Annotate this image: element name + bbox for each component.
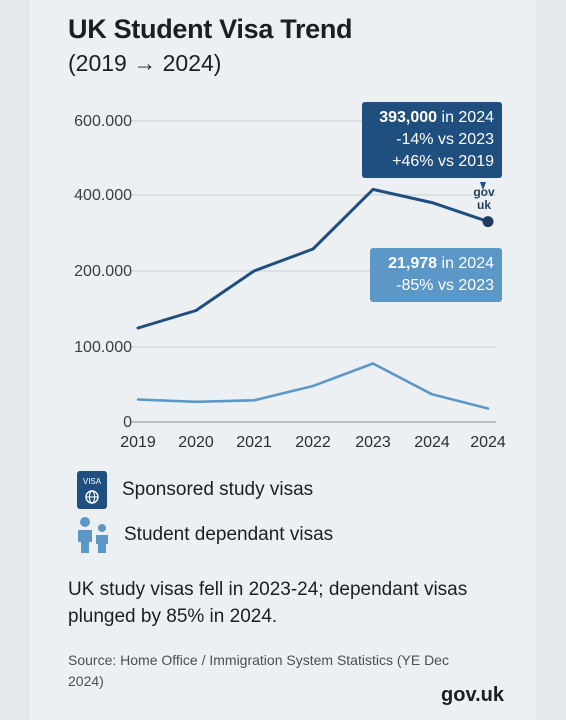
- legend-item-dependant: Student dependant visas: [76, 516, 333, 554]
- callout-dependant-2024: 21,978 in 2024 -85% vs 2023: [370, 248, 502, 302]
- x-tick-label-6: 2024: [470, 434, 506, 451]
- passport-icon-text: VISA: [83, 477, 102, 486]
- summary-note: UK study visas fell in 2023-24; dependan…: [68, 579, 468, 627]
- callout-sponsored-2024: 393,000 in 2024 -14% vs 2023 +46% vs 201…: [362, 102, 502, 178]
- callout-main-value: 393,000: [379, 109, 438, 126]
- x-tick-label-1: 2020: [178, 434, 214, 451]
- callout-pointer: [480, 182, 486, 190]
- marker-label-line1: gov: [473, 185, 495, 199]
- callout-dep-change-2023: -85% vs 2023: [396, 277, 494, 294]
- callout-main-change-2023: -14% vs 2023: [396, 131, 494, 148]
- marker-label: gov uk: [470, 186, 498, 212]
- y-tick-label-1: 100.000: [74, 339, 132, 356]
- y-tick-label-4: 600.000: [74, 113, 132, 130]
- series-endpoint-marker: [482, 216, 494, 228]
- marker-label-line2: uk: [476, 198, 491, 212]
- callout-dep-value: 21,978: [388, 255, 438, 272]
- callout-main-suffix: in 2024: [437, 109, 495, 126]
- y-tick-label-0: 0: [123, 414, 132, 431]
- brand-logo-text: gov.uk: [441, 684, 504, 706]
- y-tick-label-3: 400.000: [74, 187, 132, 204]
- callout-main-change-2019: +46% vs 2019: [392, 153, 494, 170]
- x-tick-label-0: 2019: [120, 434, 156, 451]
- x-tick-label-4: 2023: [355, 434, 391, 451]
- source-text: Source: Home Office / Immigration System…: [68, 652, 449, 689]
- callout-dep-suffix: in 2024: [437, 255, 495, 272]
- x-tick-label-5: 2024: [414, 434, 450, 451]
- legend-label-dependant: Student dependant visas: [124, 524, 334, 545]
- x-tick-label-3: 2022: [295, 434, 331, 451]
- y-axis: 0 100.000 200.000 400.000 600.000: [74, 113, 132, 431]
- series-line-sponsored: [136, 187, 490, 330]
- legend-item-sponsored: VISA Sponsored study visas: [76, 470, 313, 510]
- series-line-dependant: [136, 362, 490, 410]
- passport-icon: VISA: [77, 471, 107, 509]
- y-tick-label-2: 200.000: [74, 263, 132, 280]
- markers: [480, 182, 494, 228]
- chart-title: UK Student Visa Trend: [68, 14, 353, 44]
- x-axis: 2019 2020 2021 2022 2023 2024 2024: [120, 434, 506, 451]
- legend-label-sponsored: Sponsored study visas: [122, 479, 314, 500]
- series: [136, 187, 490, 410]
- chart-subtitle: (2019 → 2024): [68, 50, 222, 76]
- x-tick-label-2: 2021: [236, 434, 272, 451]
- family-icon: [78, 517, 108, 553]
